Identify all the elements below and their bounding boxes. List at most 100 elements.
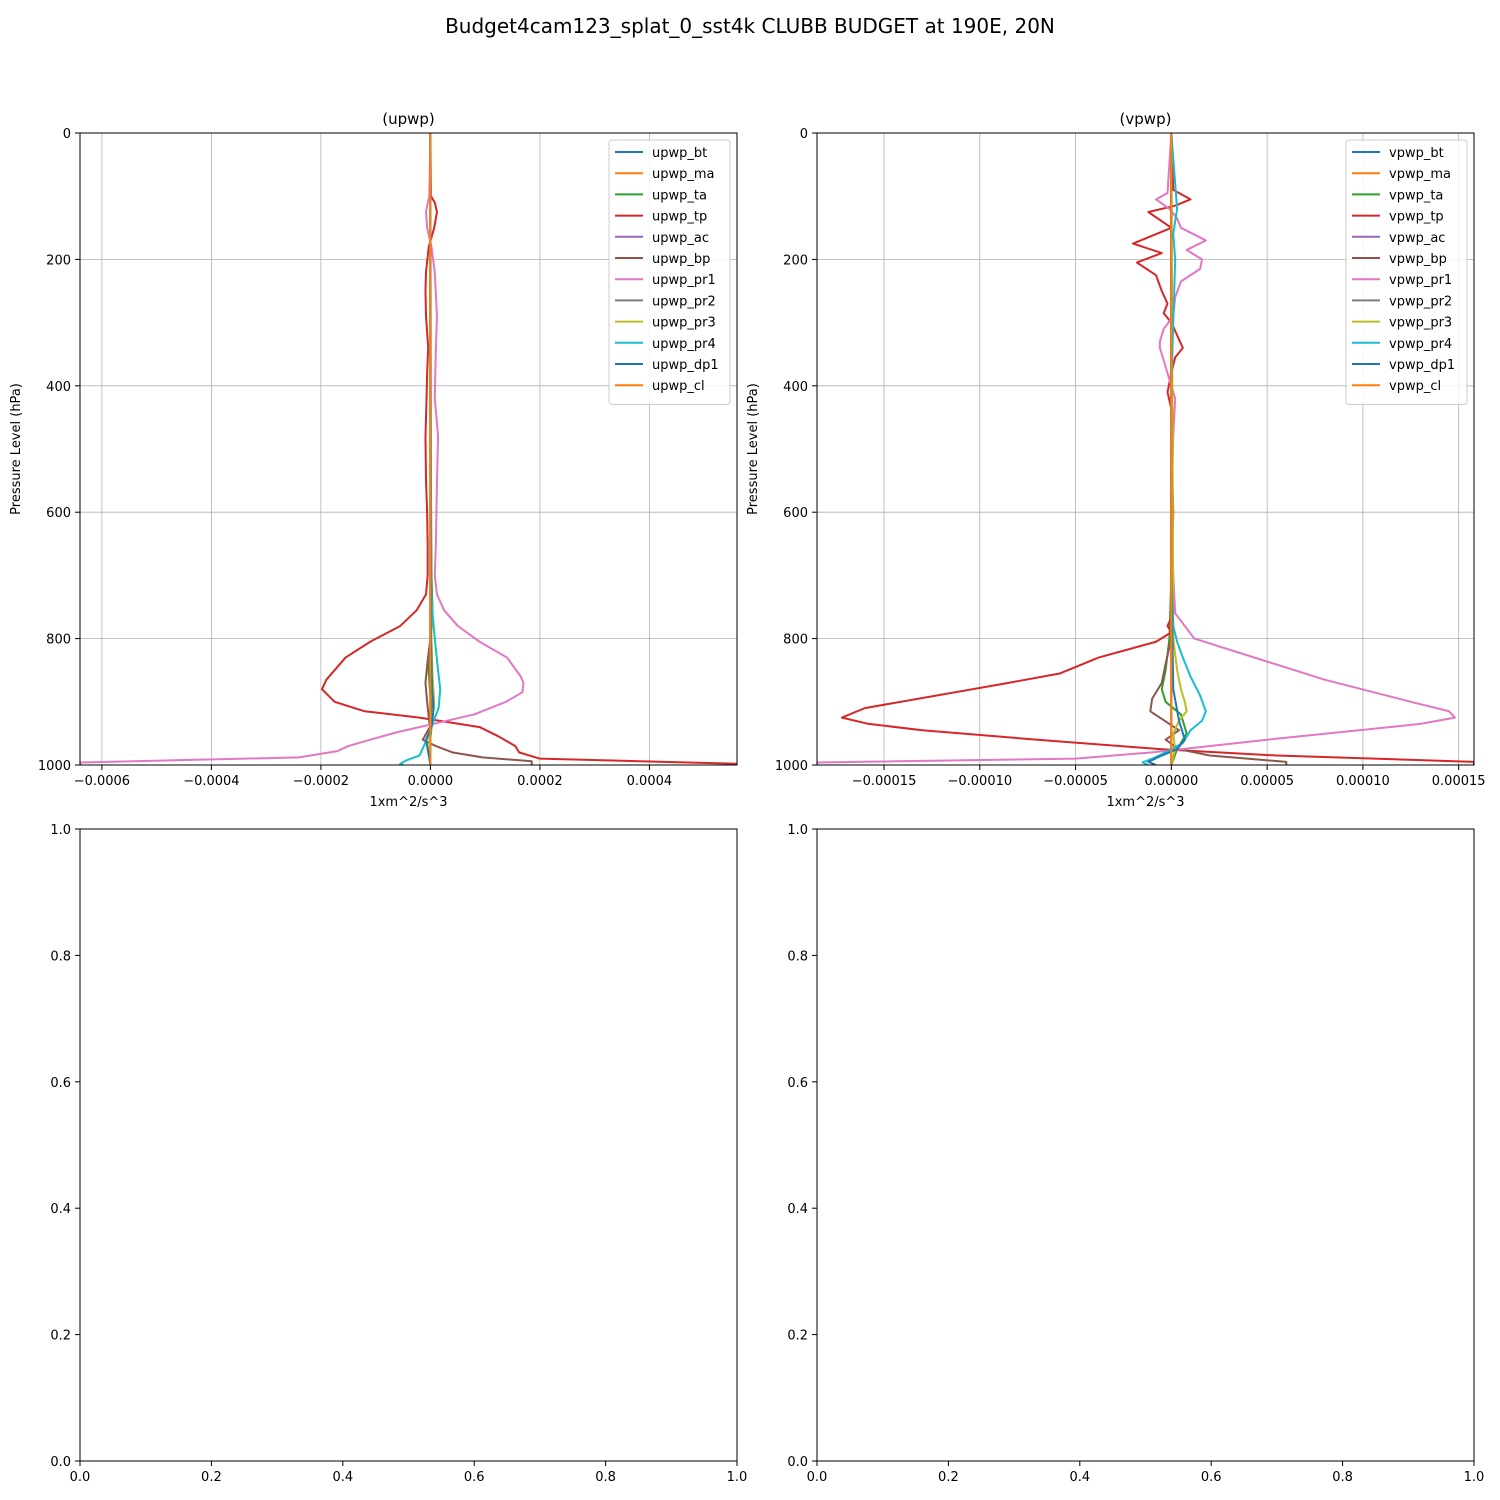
legend: upwp_bt upwp_ma upwp_ta upwp_tp upwp_ac upwp_… bbox=[608, 139, 731, 405]
y-tick-label: 400 bbox=[783, 380, 808, 395]
x-tick-label: −0.00010 bbox=[947, 774, 1012, 789]
x-tick-label: 0.00005 bbox=[1240, 774, 1294, 789]
legend-label: upwp_pr3 bbox=[652, 316, 716, 331]
legend-label: upwp_dp1 bbox=[652, 358, 719, 373]
axes-frame bbox=[816, 132, 1475, 766]
y-tick-label: 400 bbox=[46, 380, 71, 395]
y-tick-label: 0.6 bbox=[787, 1076, 808, 1091]
x-axis-label: 1xm^2/s^3 bbox=[1106, 795, 1184, 810]
x-tick-label: −0.00015 bbox=[852, 774, 917, 789]
series-line-vpwp_pr4 bbox=[1141, 133, 1207, 765]
x-tick-label: 0.8 bbox=[595, 1470, 616, 1485]
x-tick-label: 0.0 bbox=[70, 1470, 91, 1485]
legend-label: vpwp_pr4 bbox=[1389, 337, 1452, 352]
legend-label: vpwp_bt bbox=[1389, 146, 1444, 161]
legend-label: vpwp_ta bbox=[1389, 188, 1443, 203]
x-tick-label: 0.4 bbox=[332, 1470, 353, 1485]
series-line-upwp_tp bbox=[321, 133, 737, 765]
x-tick-label: 0.6 bbox=[464, 1470, 485, 1485]
legend-label: vpwp_ac bbox=[1389, 231, 1445, 246]
axes-frame bbox=[79, 132, 738, 766]
y-tick-label: 200 bbox=[46, 253, 71, 268]
series-group bbox=[80, 133, 737, 765]
legend-label: upwp_bp bbox=[652, 252, 710, 267]
legend-label: vpwp_bp bbox=[1389, 252, 1447, 267]
x-tick-label: −0.0006 bbox=[74, 774, 130, 789]
x-tick-label: 0.0002 bbox=[517, 774, 563, 789]
y-tick-label: 600 bbox=[783, 506, 808, 521]
y-axis-label: Pressure Level (hPa) bbox=[9, 383, 24, 515]
legend-label: vpwp_tp bbox=[1389, 210, 1444, 225]
y-tick-label: 200 bbox=[783, 253, 808, 268]
y-tick-label: 0 bbox=[800, 127, 808, 142]
x-tick-label: 0.0004 bbox=[627, 774, 673, 789]
x-tick-label: 0.8 bbox=[1332, 1470, 1353, 1485]
legend-label: upwp_ac bbox=[652, 231, 709, 246]
legend-label: vpwp_ma bbox=[1389, 167, 1451, 182]
legend-label: upwp_pr4 bbox=[652, 337, 716, 352]
legend-label: vpwp_pr3 bbox=[1389, 316, 1452, 331]
series-group bbox=[817, 133, 1474, 765]
legend-box bbox=[608, 139, 731, 405]
subplot-title: (vpwp) bbox=[1120, 110, 1172, 128]
x-tick-label: 0.2 bbox=[938, 1470, 959, 1485]
subplot-3: 0.0 0.2 0.4 0.6 0.8 1.0 0.0 0.2 0.4 0.6 0.8 1.0 bbox=[50, 823, 747, 1485]
legend-label: vpwp_dp1 bbox=[1389, 358, 1455, 373]
subplot-4: 0.0 0.2 0.4 0.6 0.8 1.0 0.0 0.2 0.4 0.6 0.8 1.0 bbox=[787, 823, 1484, 1485]
x-tick-label: 1.0 bbox=[1464, 1470, 1485, 1485]
legend: vpwp_bt vpwp_ma vpwp_ta vpwp_tp vpwp_ac vpwp_… bbox=[1345, 139, 1468, 405]
y-tick-label: 1000 bbox=[38, 759, 71, 774]
legend-label: upwp_pr2 bbox=[652, 294, 716, 309]
y-tick-label: 600 bbox=[46, 506, 71, 521]
x-tick-label: 0.00010 bbox=[1336, 774, 1390, 789]
legend-label: upwp_ta bbox=[652, 188, 707, 203]
legend-label: upwp_ma bbox=[652, 167, 715, 182]
legend-label: vpwp_pr1 bbox=[1389, 273, 1452, 288]
y-tick-label: 1.0 bbox=[787, 823, 808, 838]
series-line-vpwp_pr1 bbox=[817, 133, 1456, 765]
series-line-upwp_bp bbox=[421, 133, 533, 765]
y-tick-label: 0.2 bbox=[50, 1329, 71, 1344]
y-tick-label: 800 bbox=[46, 633, 71, 648]
subplot-title: (upwp) bbox=[382, 110, 435, 128]
x-tick-label: −0.00005 bbox=[1043, 774, 1108, 789]
x-axis-label: 1xm^2/s^3 bbox=[369, 795, 447, 810]
legend-label: vpwp_pr2 bbox=[1389, 294, 1452, 309]
x-tick-label: 0.0000 bbox=[408, 774, 454, 789]
subplot-2: −0.00015 −0.00010 −0.00005 0.00000 0.00005 0.… bbox=[746, 110, 1486, 810]
x-tick-label: 0.0 bbox=[807, 1470, 828, 1485]
legend-label: vpwp_cl bbox=[1389, 379, 1441, 394]
y-axis-label: Pressure Level (hPa) bbox=[746, 383, 761, 515]
x-tick-label: 0.2 bbox=[201, 1470, 222, 1485]
series-line-upwp_pr1 bbox=[80, 133, 525, 765]
legend-label: upwp_pr1 bbox=[652, 273, 716, 288]
legend-box bbox=[1345, 139, 1468, 405]
x-tick-label: 1.0 bbox=[727, 1470, 748, 1485]
y-tick-label: 0.8 bbox=[50, 949, 71, 964]
y-tick-label: 0.4 bbox=[50, 1202, 71, 1217]
x-tick-label: 0.00000 bbox=[1144, 774, 1198, 789]
y-tick-label: 0 bbox=[63, 127, 71, 142]
y-tick-label: 0.4 bbox=[787, 1202, 808, 1217]
series-line-vpwp_bp bbox=[1149, 133, 1288, 765]
legend-label: upwp_cl bbox=[652, 379, 705, 394]
x-tick-label: 0.00015 bbox=[1432, 774, 1486, 789]
x-tick-label: 0.6 bbox=[1201, 1470, 1222, 1485]
legend-label: upwp_tp bbox=[652, 210, 707, 225]
y-tick-label: 0.6 bbox=[50, 1076, 71, 1091]
subplot-1: −0.0006 −0.0004 −0.0002 0.0000 0.0002 0.0004 0… bbox=[9, 110, 738, 810]
y-tick-label: 0.0 bbox=[50, 1455, 71, 1470]
series-line-vpwp_pr3 bbox=[1170, 133, 1188, 765]
x-tick-label: 0.4 bbox=[1069, 1470, 1090, 1485]
y-tick-label: 800 bbox=[783, 633, 808, 648]
series-line-upwp_pr4 bbox=[399, 133, 442, 765]
x-tick-label: −0.0004 bbox=[183, 774, 239, 789]
axes-frame bbox=[816, 828, 1475, 1462]
y-tick-label: 0.8 bbox=[787, 949, 808, 964]
y-tick-label: 0.0 bbox=[787, 1455, 808, 1470]
axes-frame bbox=[79, 828, 738, 1462]
x-tick-label: −0.0002 bbox=[293, 774, 349, 789]
legend-label: upwp_bt bbox=[652, 146, 707, 161]
figure-title: Budget4cam123_splat_0_sst4k CLUBB BUDGET… bbox=[445, 14, 1055, 38]
